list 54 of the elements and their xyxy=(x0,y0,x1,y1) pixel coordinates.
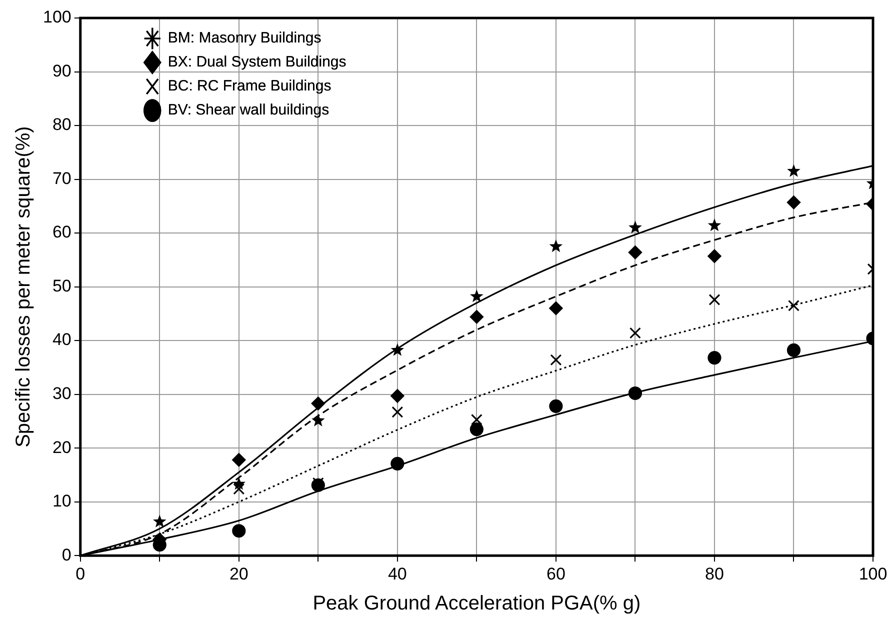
point xyxy=(629,327,641,339)
point xyxy=(628,246,642,260)
point xyxy=(549,302,563,316)
point xyxy=(708,249,722,263)
legend-label: BM: Masonry Buildings xyxy=(168,30,322,47)
point xyxy=(550,354,562,366)
y-tick-label: 0 xyxy=(62,545,72,564)
point xyxy=(470,310,484,324)
point xyxy=(628,386,642,400)
x-tick-label: 80 xyxy=(705,564,724,584)
x-tick-label: 100 xyxy=(858,564,888,584)
point xyxy=(311,414,325,426)
point xyxy=(232,477,246,490)
y-tick-label: 10 xyxy=(52,492,72,511)
y-tick-label: 20 xyxy=(52,438,72,457)
x-tick-label: 60 xyxy=(546,564,566,584)
y-tick-label: 70 xyxy=(52,168,72,188)
point xyxy=(708,218,722,232)
point xyxy=(786,196,801,210)
point xyxy=(232,524,246,538)
legend-label: BC: RC Frame Buildings xyxy=(168,78,332,95)
point xyxy=(233,483,245,495)
x-tick-label: 0 xyxy=(76,564,86,584)
point xyxy=(390,456,404,470)
x-axis-title: Peak Ground Acceleration PGA(% g) xyxy=(312,592,641,615)
point xyxy=(708,350,722,365)
point xyxy=(628,220,642,234)
y-tick-label: 40 xyxy=(52,330,72,350)
y-tick-label: 100 xyxy=(42,8,72,27)
y-tick-label: 50 xyxy=(52,276,72,296)
y-tick-label: 30 xyxy=(52,384,72,404)
point xyxy=(390,343,404,356)
point xyxy=(708,294,720,306)
point xyxy=(786,343,801,358)
point xyxy=(549,399,563,413)
point xyxy=(470,422,484,436)
x-tick-label: 40 xyxy=(388,564,407,584)
legend-label: BV: Shear wall buildings xyxy=(168,102,330,119)
y-tick-label: 60 xyxy=(52,222,72,242)
point xyxy=(232,453,246,467)
point xyxy=(311,396,325,410)
legend-label: BX: Dual System Buildings xyxy=(168,54,346,71)
point xyxy=(549,239,563,252)
x-tick-label: 20 xyxy=(229,564,248,584)
point xyxy=(470,289,484,302)
point xyxy=(390,389,404,403)
point xyxy=(152,514,166,528)
point xyxy=(788,300,800,312)
point xyxy=(787,164,800,177)
point xyxy=(392,406,404,418)
y-axis-title: Specific losses per meter square(%) xyxy=(12,126,35,448)
y-tick-label: 90 xyxy=(52,61,72,80)
y-tick-label: 80 xyxy=(52,115,72,134)
point xyxy=(470,414,482,426)
